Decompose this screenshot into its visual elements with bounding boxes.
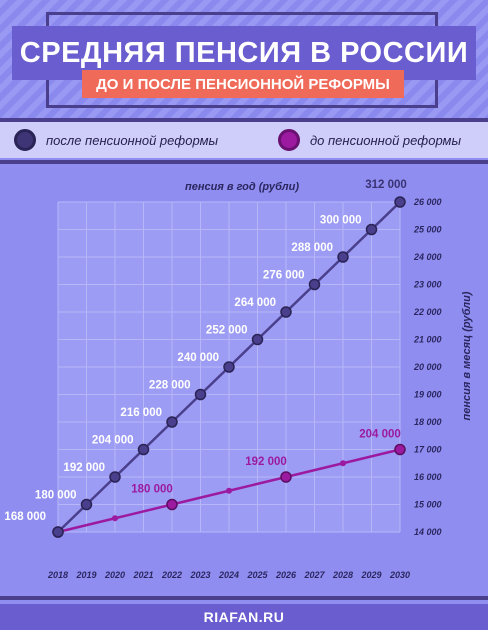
data-label-after: 264 000 bbox=[234, 297, 276, 309]
x-tick-label: 2030 bbox=[389, 570, 410, 580]
y-tick-label: 17 000 bbox=[414, 445, 442, 455]
y-tick-label: 24 000 bbox=[413, 252, 442, 262]
y-tick-label: 15 000 bbox=[414, 500, 442, 510]
x-tick-label: 2019 bbox=[75, 570, 96, 580]
data-label-after: 300 000 bbox=[320, 215, 362, 227]
x-tick-label: 2021 bbox=[132, 570, 153, 580]
data-point-after bbox=[223, 361, 235, 373]
subtitle-box: ДО И ПОСЛЕ ПЕНСИОННОЙ РЕФОРМЫ bbox=[82, 70, 404, 98]
page-title: СРЕДНЯЯ ПЕНСИЯ В РОССИИ bbox=[19, 36, 469, 69]
y-tick-label: 19 000 bbox=[414, 390, 442, 400]
data-point-after bbox=[80, 498, 93, 511]
data-label-after: 168 000 bbox=[4, 511, 46, 523]
y-tick-label: 16 000 bbox=[414, 472, 442, 482]
divider-bottom bbox=[0, 596, 488, 600]
data-point-before bbox=[340, 460, 346, 467]
x-tick-label: 2020 bbox=[104, 570, 125, 580]
x-tick-label: 2028 bbox=[332, 570, 353, 580]
data-label-after: 216 000 bbox=[120, 407, 162, 419]
data-label-after: 192 000 bbox=[63, 462, 105, 474]
data-point-before bbox=[280, 471, 292, 483]
y-tick-label: 25 000 bbox=[413, 225, 442, 235]
data-point-before bbox=[112, 515, 118, 522]
x-tick-label: 2029 bbox=[360, 570, 381, 580]
data-point-before bbox=[394, 443, 406, 456]
data-point-after bbox=[308, 278, 321, 291]
left-axis-title: пенсия в год (рубли) bbox=[185, 181, 299, 193]
legend-item-before: до пенсионной реформы bbox=[278, 122, 461, 158]
data-label-after: 228 000 bbox=[149, 380, 191, 392]
data-label-before: 180 000 bbox=[131, 484, 173, 496]
x-tick-label: 2025 bbox=[246, 570, 268, 580]
y-tick-label: 22 000 bbox=[413, 307, 442, 317]
legend-item-after: после пенсионной реформы bbox=[14, 122, 218, 158]
x-tick-label: 2023 bbox=[189, 570, 210, 580]
data-point-after bbox=[337, 251, 349, 263]
data-point-after bbox=[52, 526, 64, 538]
footer: RIAFAN.RU bbox=[0, 604, 488, 630]
x-tick-label: 2026 bbox=[275, 570, 297, 580]
x-tick-label: 2022 bbox=[161, 570, 182, 580]
data-label-after: 252 000 bbox=[206, 325, 248, 337]
data-point-after bbox=[137, 443, 150, 456]
data-point-after bbox=[166, 416, 178, 428]
right-axis-title: пенсия в месяц (рубли) bbox=[461, 291, 473, 420]
x-tick-label: 2018 bbox=[47, 570, 68, 580]
y-tick-label: 26 000 bbox=[413, 197, 442, 207]
x-tick-label: 2027 bbox=[303, 570, 325, 580]
divider-top bbox=[0, 118, 488, 122]
y-tick-label: 14 000 bbox=[414, 527, 442, 537]
data-label-before: 192 000 bbox=[245, 456, 287, 468]
data-label-before: 204 000 bbox=[359, 429, 401, 441]
data-point-before bbox=[226, 487, 232, 494]
divider-mid bbox=[0, 160, 488, 164]
legend-label-after: после пенсионной реформы bbox=[46, 132, 219, 148]
source-label: RIAFAN.RU bbox=[203, 609, 285, 625]
data-label-after: 180 000 bbox=[35, 490, 77, 502]
data-point-after bbox=[365, 223, 378, 236]
x-tick-label: 2024 bbox=[218, 570, 239, 580]
y-tick-label: 23 000 bbox=[413, 280, 442, 290]
data-label-after: 276 000 bbox=[263, 270, 305, 282]
data-label-after: 288 000 bbox=[291, 242, 333, 254]
legend-dot-before bbox=[278, 129, 300, 151]
page-subtitle: ДО И ПОСЛЕ ПЕНСИОННОЙ РЕФОРМЫ bbox=[96, 75, 390, 93]
legend-label-before: до пенсионной реформы bbox=[310, 132, 462, 148]
data-point-before bbox=[166, 498, 178, 511]
data-label-after: 240 000 bbox=[177, 352, 219, 364]
data-point-after bbox=[194, 388, 207, 401]
data-label-after: 312 000 bbox=[365, 179, 407, 191]
data-point-after bbox=[394, 196, 406, 208]
data-point-after bbox=[280, 306, 292, 318]
y-tick-label: 21 000 bbox=[413, 335, 442, 345]
data-point-after bbox=[109, 471, 121, 483]
data-point-after bbox=[251, 333, 264, 346]
pension-chart: 2018 2019 2020 2021 2022 2023 2024 2025 2026 2027… bbox=[4, 179, 473, 580]
y-tick-label: 18 000 bbox=[414, 417, 442, 427]
legend-dot-after bbox=[14, 129, 36, 151]
data-label-after: 204 000 bbox=[92, 435, 134, 447]
legend: после пенсионной реформы до пенсионной р… bbox=[0, 122, 488, 158]
y-tick-label: 20 000 bbox=[413, 362, 442, 372]
